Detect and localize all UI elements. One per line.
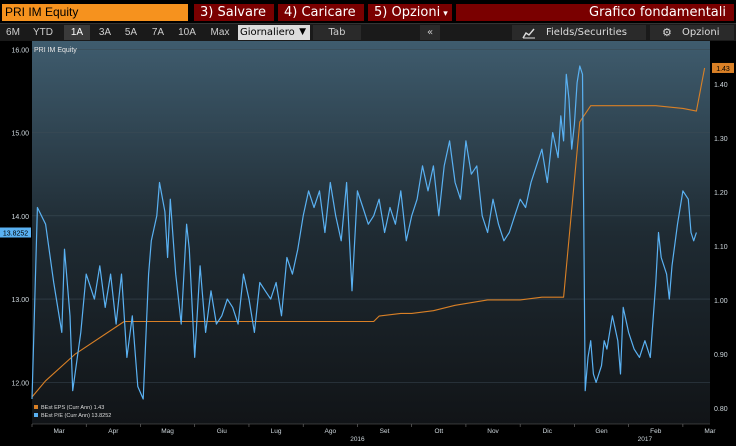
- year-label: 2017: [638, 436, 653, 443]
- right-tick-label: 0.90: [714, 352, 728, 359]
- period-3a[interactable]: 3A: [98, 27, 112, 38]
- x-tick-label: Mar: [54, 428, 66, 435]
- left-tick-label: 16.00: [11, 47, 29, 54]
- right-tick-label: 1.00: [714, 298, 728, 305]
- chart-title-bar: Grafico fondamentali: [456, 4, 734, 21]
- x-tick-label: Ago: [325, 428, 337, 435]
- x-tick-label: Gen: [595, 428, 608, 435]
- x-tick-label: Giu: [217, 428, 228, 435]
- header-bar: PRI IM Equity 3) Salvare 4) Caricare 5) …: [0, 0, 736, 23]
- fields-securities-label: Fields/Securities: [546, 27, 627, 38]
- x-tick-label: Set: [380, 428, 390, 435]
- left-tick-label: 14.00: [11, 214, 29, 221]
- frequency-select[interactable]: Giornaliero ▼: [238, 25, 310, 40]
- left-axis: 12.00 13.00 14.00 15.00 16.00: [11, 47, 29, 387]
- period-5a[interactable]: 5A: [124, 27, 138, 38]
- eps-series-line: [31, 67, 706, 398]
- right-tick-label: 1.10: [714, 244, 728, 251]
- x-tick-label: Lug: [271, 428, 282, 435]
- right-tick-label: 0.80: [714, 406, 728, 413]
- pe-last-value-marker: [0, 227, 31, 238]
- x-tick-label: Feb: [650, 428, 662, 435]
- period-max[interactable]: Max: [210, 27, 230, 38]
- legend-eps: BEst EPS (Curr Ann) 1.43: [41, 405, 104, 411]
- collapse-button[interactable]: «: [420, 25, 440, 40]
- left-tick-label: 15.00: [11, 131, 29, 138]
- period-7a[interactable]: 7A: [151, 27, 165, 38]
- legend-swatch-eps: [34, 405, 38, 409]
- load-button[interactable]: 4) Caricare: [278, 4, 364, 21]
- period-10a[interactable]: 10A: [178, 27, 196, 38]
- period-ytd[interactable]: YTD: [33, 27, 53, 38]
- legend-pe: BEst P/E (Curr Ann) 13.8252: [41, 413, 111, 419]
- dropdown-arrow-icon: ▾: [443, 9, 448, 19]
- period-1a[interactable]: 1A: [64, 25, 90, 40]
- year-label: 2016: [350, 436, 365, 443]
- chart-ticker-label: PRI IM Equity: [34, 47, 77, 54]
- x-tick-label: Mag: [161, 428, 174, 435]
- legend-swatch-pe: [34, 413, 38, 417]
- chart-options-button[interactable]: ⚙ Opzioni: [650, 25, 734, 40]
- x-tick-label: Dic: [543, 428, 553, 435]
- dropdown-arrow-icon: ▼: [299, 27, 306, 37]
- plot-area: [32, 41, 710, 424]
- x-tick-label: Mar: [704, 428, 716, 435]
- save-button[interactable]: 3) Salvare: [194, 4, 274, 21]
- x-axis: Mar Apr Mag Giu Lug Ago Set Ott Nov Dic Gen Feb Mar 2…: [31, 423, 716, 443]
- x-tick-label: Apr: [108, 428, 119, 435]
- legend: BEst EPS (Curr Ann) 1.43 BEst P/E (Curr …: [34, 405, 111, 419]
- right-tick-label: 1.30: [714, 136, 728, 143]
- series-layer: [31, 65, 706, 400]
- eps-last-value: 1.43: [716, 66, 730, 73]
- period-6m[interactable]: 6M: [6, 27, 20, 38]
- left-tick-label: 12.00: [11, 380, 29, 387]
- page-title: Grafico fondamentali: [589, 5, 726, 20]
- eps-last-value-marker: [712, 62, 734, 73]
- left-tick-label: 13.00: [11, 297, 29, 304]
- options-menu-button[interactable]: 5) Opzioni ▾: [368, 4, 452, 21]
- gear-icon: ⚙: [662, 26, 672, 39]
- right-tick-label: 1.40: [714, 82, 728, 89]
- right-axis: 0.80 0.90 1.00 1.10 1.20 1.30 1.40: [714, 82, 728, 413]
- tab-button[interactable]: Tab: [313, 25, 361, 40]
- frequency-value: Giornaliero: [240, 27, 295, 38]
- ticker-field[interactable]: PRI IM Equity: [2, 4, 188, 21]
- x-tick-label: Ott: [434, 428, 443, 435]
- chart-options-label: Opzioni: [682, 27, 720, 38]
- x-tick-label: Nov: [487, 428, 499, 435]
- pe-series-line: [31, 65, 697, 400]
- pe-last-value: 13.8252: [3, 231, 28, 238]
- last-value-markers: 1.43 13.8252: [0, 62, 734, 238]
- options-menu-label: 5) Opzioni: [374, 5, 441, 20]
- toolbar: 6M YTD 1A 3A 5A 7A 10A Max Giornaliero ▼…: [0, 23, 736, 41]
- fundamentals-chart[interactable]: PRI IM Equity 12.0013.0014.0015.0016.00 …: [0, 41, 736, 446]
- right-tick-label: 1.20: [714, 190, 728, 197]
- grid-lines: [32, 49, 710, 383]
- fields-securities-button[interactable]: Fields/Securities: [512, 25, 646, 40]
- chart-icon: [522, 28, 535, 39]
